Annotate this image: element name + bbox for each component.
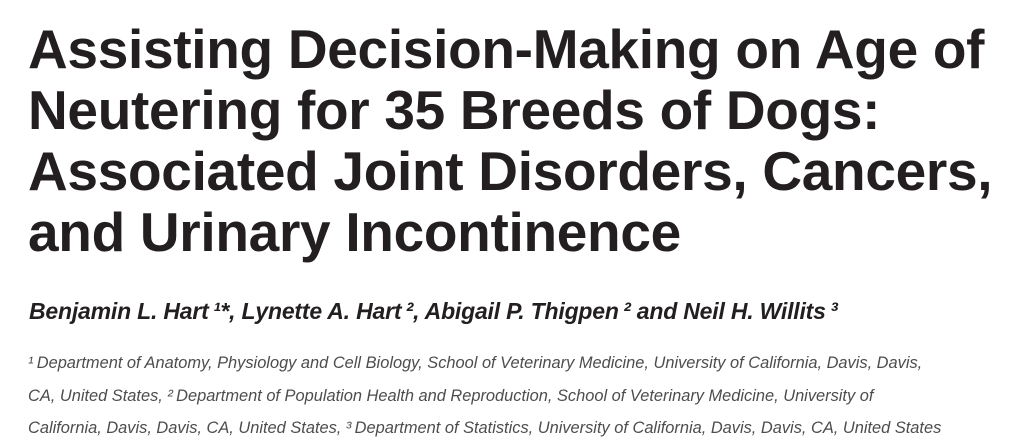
affiliation-line-3: California, Davis, Davis, CA, United Sta… xyxy=(28,419,942,437)
affiliation-line-1: ¹ Department of Anatomy, Physiology and … xyxy=(28,354,923,372)
article-title: Assisting Decision-Making on Age of Neut… xyxy=(28,19,1014,263)
article-title-line-1: Assisting Decision-Making on Age of xyxy=(28,18,985,80)
article-title-line-4: and Urinary Incontinence xyxy=(28,201,681,263)
authors-line: Benjamin L. Hart ¹*, Lynette A. Hart ², … xyxy=(29,298,838,324)
article-title-line-3: Associated Joint Disorders, Cancers, xyxy=(28,140,993,202)
affiliations-block: ¹ Department of Anatomy, Physiology and … xyxy=(28,347,1014,445)
article-title-line-2: Neutering for 35 Breeds of Dogs: xyxy=(28,79,881,141)
affiliation-line-2: CA, United States, ² Department of Popul… xyxy=(28,386,874,405)
